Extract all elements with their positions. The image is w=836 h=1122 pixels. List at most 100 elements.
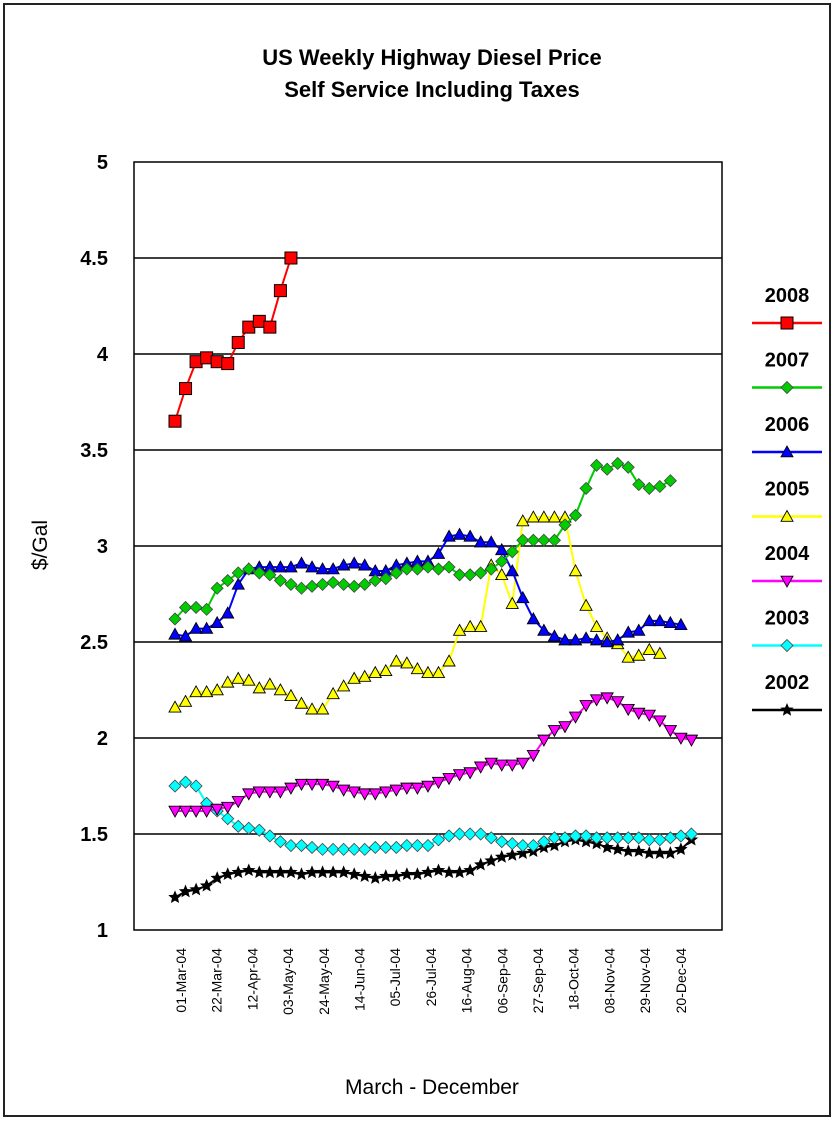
point-2005: [494, 567, 509, 581]
x-tick-label: 14-Jun-04: [352, 948, 368, 1011]
y-tick-label: 1: [97, 920, 108, 942]
point-2005: [526, 510, 541, 523]
point-2003: [358, 842, 372, 856]
point-2004: [653, 715, 667, 728]
point-2007: [431, 562, 446, 576]
point-2005: [178, 694, 193, 707]
point-2007: [273, 573, 287, 588]
legend-label-2005: 2005: [765, 479, 810, 501]
point-2007: [189, 600, 203, 615]
point-2004: [410, 782, 425, 795]
point-2004: [284, 782, 298, 795]
point-2006: [168, 627, 182, 640]
point-2003: [389, 840, 403, 855]
point-2005: [252, 681, 267, 694]
point-2002: [199, 878, 214, 892]
point-2003: [684, 827, 699, 841]
point-2007: [537, 533, 551, 547]
point-2003: [579, 829, 593, 843]
point-2002: [621, 844, 635, 857]
y-axis-label: $/Gal: [29, 520, 52, 570]
point-2006: [431, 546, 446, 559]
point-2007: [315, 577, 330, 591]
point-2003: [252, 823, 266, 837]
point-2002: [410, 867, 425, 881]
point-2007: [284, 577, 298, 591]
x-tick-label: 20-Dec-04: [673, 948, 689, 1014]
point-2003: [189, 779, 203, 793]
series-2003: [168, 775, 699, 856]
point-2004: [505, 759, 520, 772]
legend-marker-2007: [780, 380, 794, 395]
point-2005: [589, 619, 604, 632]
point-2002: [442, 865, 456, 879]
point-2005: [273, 683, 288, 696]
point-2002: [674, 842, 688, 856]
point-2006: [473, 535, 488, 548]
point-2006: [294, 556, 309, 569]
chart-title: US Weekly Highway Diesel Price: [262, 45, 602, 70]
legend-label-2006: 2006: [765, 414, 810, 436]
point-2004: [220, 801, 235, 815]
legend-label-2007: 2007: [765, 350, 810, 372]
x-tick-label: 12-Apr-04: [244, 948, 260, 1010]
point-2005: [431, 665, 446, 678]
point-2004: [294, 778, 309, 792]
point-2002: [231, 865, 245, 879]
point-2007: [421, 560, 435, 574]
point-2005: [357, 669, 372, 682]
point-2003: [273, 835, 287, 849]
point-2006: [642, 613, 657, 627]
point-2002: [379, 869, 393, 882]
point-2002: [347, 867, 361, 881]
point-2003: [568, 829, 583, 843]
point-2007: [600, 462, 614, 476]
point-2002: [494, 849, 509, 863]
point-2005: [294, 696, 309, 709]
legend-marker-2002: [780, 702, 794, 716]
point-2007: [326, 575, 340, 590]
point-2007: [410, 562, 424, 576]
point-2002: [336, 865, 351, 879]
point-2005: [305, 702, 319, 715]
point-2003: [526, 838, 540, 853]
point-2003: [621, 831, 635, 845]
x-tick-label: 29-Nov-04: [637, 948, 653, 1014]
point-2003: [263, 829, 277, 843]
point-2004: [568, 711, 583, 724]
point-2004: [305, 778, 319, 792]
point-2006: [336, 558, 351, 571]
plot-area: [133, 161, 723, 931]
point-2004: [642, 709, 657, 722]
point-2007: [505, 545, 519, 559]
point-2004: [621, 703, 635, 717]
point-2004: [189, 805, 203, 818]
point-2002: [252, 865, 266, 879]
point-2007: [453, 568, 467, 582]
point-2004: [684, 734, 699, 747]
point-2005: [642, 642, 657, 655]
point-2004: [336, 784, 351, 797]
chart-subtitle: Self Service Including Taxes: [284, 77, 580, 102]
point-2003: [442, 829, 456, 843]
point-2007: [221, 573, 235, 588]
point-2007: [558, 518, 572, 532]
point-2007: [632, 477, 646, 492]
point-2006: [526, 612, 541, 625]
legend-marker-2005: [780, 509, 794, 522]
point-2004: [326, 780, 340, 793]
point-2004: [494, 759, 509, 772]
point-2004: [263, 786, 277, 799]
point-2004: [368, 788, 383, 801]
point-2006: [210, 615, 224, 629]
point-2007: [252, 566, 266, 580]
point-2002: [611, 842, 625, 856]
point-2003: [305, 840, 319, 855]
series-2008: [168, 251, 298, 428]
point-2003: [315, 842, 330, 856]
point-2002: [547, 838, 562, 852]
point-2003: [547, 831, 562, 845]
point-2002: [421, 865, 435, 879]
point-2003: [484, 831, 498, 845]
point-2005: [400, 656, 414, 669]
